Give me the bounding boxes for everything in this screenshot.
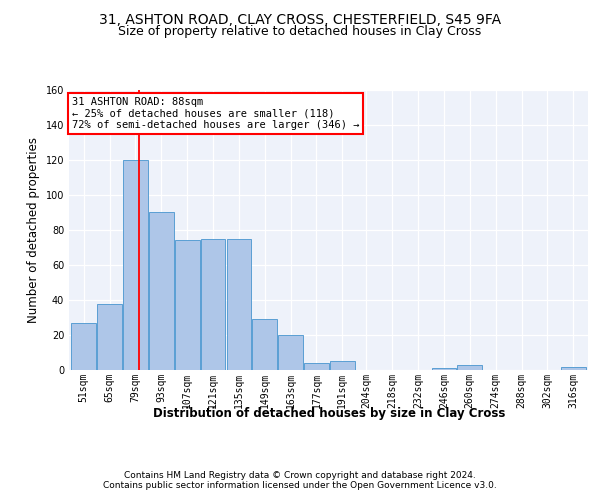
Y-axis label: Number of detached properties: Number of detached properties: [27, 137, 40, 323]
Text: 31 ASHTON ROAD: 88sqm
← 25% of detached houses are smaller (118)
72% of semi-det: 31 ASHTON ROAD: 88sqm ← 25% of detached …: [71, 97, 359, 130]
Bar: [123, 160, 148, 370]
Bar: [175, 240, 200, 370]
Bar: [149, 212, 174, 370]
Bar: [278, 335, 303, 370]
Text: Contains public sector information licensed under the Open Government Licence v3: Contains public sector information licen…: [103, 481, 497, 490]
Bar: [561, 366, 586, 370]
Bar: [97, 304, 122, 370]
Text: Contains HM Land Registry data © Crown copyright and database right 2024.: Contains HM Land Registry data © Crown c…: [124, 471, 476, 480]
Bar: [253, 320, 277, 370]
Bar: [457, 365, 482, 370]
Bar: [304, 363, 329, 370]
Text: 31, ASHTON ROAD, CLAY CROSS, CHESTERFIELD, S45 9FA: 31, ASHTON ROAD, CLAY CROSS, CHESTERFIEL…: [99, 12, 501, 26]
Text: Size of property relative to detached houses in Clay Cross: Size of property relative to detached ho…: [118, 25, 482, 38]
Bar: [71, 323, 96, 370]
Text: Distribution of detached houses by size in Clay Cross: Distribution of detached houses by size …: [152, 408, 505, 420]
Bar: [200, 239, 226, 370]
Bar: [431, 368, 457, 370]
Bar: [227, 239, 251, 370]
Bar: [330, 361, 355, 370]
